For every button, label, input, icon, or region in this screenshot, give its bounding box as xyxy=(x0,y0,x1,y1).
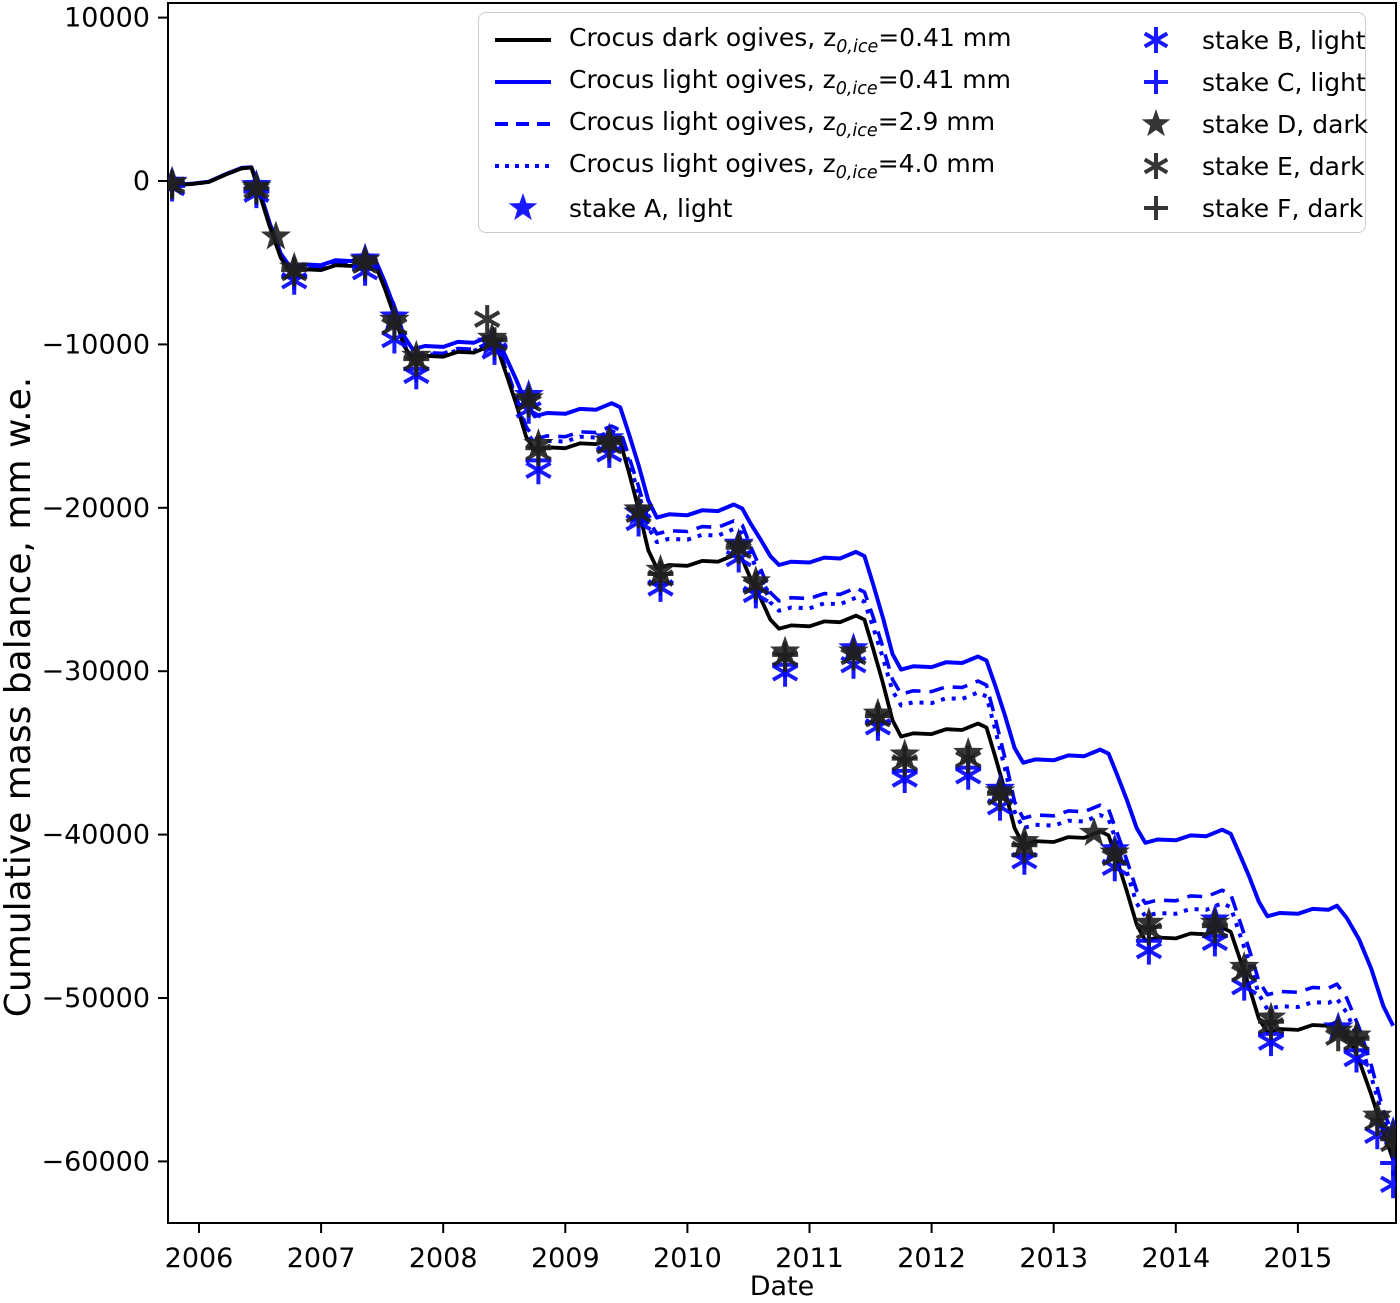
legend-label: Crocus light ogives, z0,ice=0.41 mm xyxy=(569,64,1011,100)
x-axis-tick-label: 2013 xyxy=(1019,1243,1088,1274)
stake-f-dark-marker xyxy=(772,641,799,668)
legend-label: Crocus light ogives, z0,ice=4.0 mm xyxy=(569,148,996,184)
stake-f-dark-marker xyxy=(525,435,552,462)
dark-plus-icon xyxy=(1144,196,1168,220)
legend-row-stake-d: stake D, dark xyxy=(1124,103,1368,145)
black-solid-line-sample xyxy=(495,38,551,42)
legend-label: stake C, light xyxy=(1202,67,1366,97)
legend-label: stake D, dark xyxy=(1202,109,1369,139)
y-axis-tick-label: −20000 xyxy=(41,493,150,524)
stake-f-dark-marker xyxy=(1380,1126,1396,1153)
stake-f-dark-marker xyxy=(243,175,270,202)
y-axis-title: Cumulative mass balance, mm w.e. xyxy=(0,377,39,1017)
blue-star-icon xyxy=(508,193,538,221)
legend-label: Crocus light ogives, z0,ice=2.9 mm xyxy=(569,106,996,142)
stake-f-dark-marker xyxy=(1343,1025,1370,1052)
series-line-0 xyxy=(168,165,1395,1145)
legend-label: stake B, light xyxy=(1202,25,1366,55)
stake-e-dark-marker xyxy=(1325,1023,1352,1052)
series-line-3 xyxy=(168,165,1395,1161)
stake-e-dark-marker xyxy=(1231,959,1258,988)
legend-column-lines: Crocus dark ogives, z0,ice=0.41 mm Crocu… xyxy=(491,13,1111,232)
x-axis-title: Date xyxy=(750,1271,815,1302)
x-axis-tick-label: 2012 xyxy=(897,1243,966,1274)
x-axis-tick-label: 2011 xyxy=(775,1243,844,1274)
stake-f-dark-marker xyxy=(352,249,379,276)
axes-frame xyxy=(167,2,1397,1224)
stake-f-dark-marker xyxy=(891,745,918,772)
y-axis-tick-label: 0 xyxy=(133,166,150,197)
stake-f-dark-marker xyxy=(281,257,308,284)
legend-row-stake-e: stake E, dark xyxy=(1124,145,1365,187)
legend: Crocus dark ogives, z0,ice=0.41 mm Crocu… xyxy=(478,12,1368,233)
stake-e-dark-marker xyxy=(474,305,501,334)
stake-f-dark-marker xyxy=(403,346,430,373)
stake-f-dark-marker xyxy=(168,170,186,197)
x-axis-tick-label: 2015 xyxy=(1264,1243,1333,1274)
legend-row-stake-c: stake C, light xyxy=(1124,61,1366,103)
x-axis-tick-label: 2006 xyxy=(165,1243,234,1274)
stake-e-dark-marker xyxy=(515,389,542,418)
y-axis-tick-label: −50000 xyxy=(41,983,150,1014)
stake-e-dark-marker xyxy=(840,642,867,671)
legend-row-crocus-light-041: Crocus light ogives, z0,ice=0.41 mm xyxy=(491,61,1111,103)
legend-row-crocus-light-40: Crocus light ogives, z0,ice=4.0 mm xyxy=(491,145,1111,187)
legend-label: stake E, dark xyxy=(1202,151,1365,181)
stake-f-dark-marker xyxy=(1201,913,1228,940)
stake-e-dark-marker xyxy=(955,745,982,774)
y-axis-tick-label: 10000 xyxy=(64,3,150,34)
stake-d-dark-marker xyxy=(260,220,292,250)
stake-f-dark-marker xyxy=(647,561,674,587)
stake-d-dark-marker xyxy=(476,321,508,351)
dark-star-icon xyxy=(1141,109,1171,137)
y-axis-tick-label: −30000 xyxy=(41,656,150,687)
stake-f-dark-marker xyxy=(1011,832,1038,859)
blue-plus-icon xyxy=(1144,70,1168,94)
blue-dotted-line-sample xyxy=(495,164,551,168)
blue-dashed-line-sample xyxy=(495,122,551,126)
blue-asterisk-icon xyxy=(1143,27,1169,53)
legend-column-stakes: stake B, light stake C, light stake D, d… xyxy=(1124,13,1368,232)
legend-label: stake A, light xyxy=(569,193,733,223)
x-axis-tick-label: 2014 xyxy=(1141,1243,1210,1274)
x-axis-tick-label: 2008 xyxy=(409,1243,478,1274)
legend-row-crocus-dark: Crocus dark ogives, z0,ice=0.41 mm xyxy=(491,19,1111,61)
stake-f-dark-marker xyxy=(864,703,891,730)
stake-f-dark-marker xyxy=(481,327,508,354)
stake-f-dark-marker xyxy=(1135,913,1162,940)
stake-f-dark-marker xyxy=(725,534,752,561)
y-axis-tick-label: −10000 xyxy=(41,329,150,360)
stake-f-dark-marker xyxy=(1258,1008,1284,1035)
legend-label: stake F, dark xyxy=(1202,193,1364,223)
y-axis-tick-label: −40000 xyxy=(41,820,150,851)
stake-e-dark-marker xyxy=(1101,843,1128,872)
legend-row-stake-a: stake A, light xyxy=(491,187,1111,229)
stake-f-dark-marker xyxy=(987,780,1013,807)
stake-e-dark-marker xyxy=(625,500,652,529)
legend-row-crocus-light-29: Crocus light ogives, z0,ice=2.9 mm xyxy=(491,103,1111,145)
stake-e-dark-marker xyxy=(381,312,408,341)
stake-d-dark-marker xyxy=(1078,817,1110,846)
legend-row-stake-f: stake F, dark xyxy=(1124,187,1364,229)
legend-row-stake-b: stake B, light xyxy=(1124,19,1366,61)
stake-e-dark-marker xyxy=(1364,1108,1391,1137)
legend-label: Crocus dark ogives, z0,ice=0.41 mm xyxy=(569,22,1012,58)
stake-e-dark-marker xyxy=(742,572,769,601)
dark-asterisk-icon xyxy=(1143,153,1169,179)
x-axis-tick-label: 2010 xyxy=(653,1243,722,1274)
series-line-2 xyxy=(168,165,1395,1027)
stake-b-light-marker xyxy=(1380,1170,1396,1199)
y-axis-tick-label: −60000 xyxy=(41,1146,150,1177)
x-axis-tick-label: 2007 xyxy=(287,1243,356,1274)
blue-solid-line-sample xyxy=(495,80,551,84)
stake-f-dark-marker xyxy=(596,430,623,457)
x-axis-tick-label: 2009 xyxy=(531,1243,600,1274)
